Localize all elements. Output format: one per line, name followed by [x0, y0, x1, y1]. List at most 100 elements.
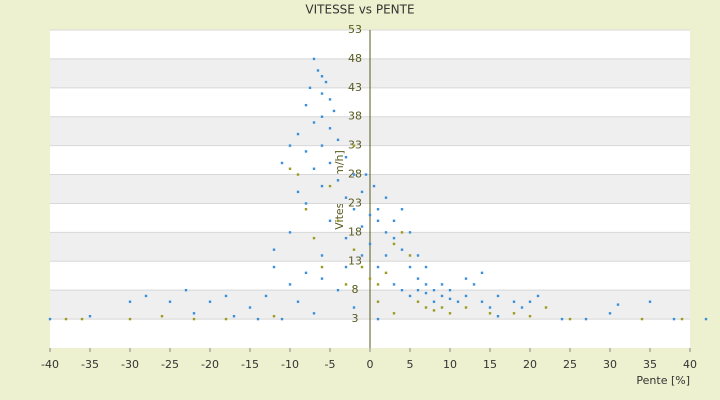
x-axis-label: Pente [%] — [636, 374, 690, 387]
point — [392, 283, 396, 286]
point — [256, 317, 260, 321]
point — [328, 98, 332, 101]
point — [308, 86, 312, 90]
point — [372, 184, 376, 188]
point — [520, 306, 524, 309]
point — [640, 317, 644, 321]
point — [312, 312, 316, 315]
point — [368, 277, 372, 280]
x-tick-label: -15 — [241, 358, 259, 371]
point — [320, 75, 324, 78]
point — [232, 315, 236, 318]
point — [316, 69, 320, 72]
point — [672, 317, 676, 321]
point — [208, 300, 212, 303]
point — [408, 294, 412, 298]
point — [304, 103, 308, 107]
point — [376, 283, 380, 286]
x-tick-label: -5 — [325, 358, 336, 371]
point — [376, 219, 380, 222]
point — [296, 132, 300, 136]
x-tick-label: 35 — [643, 358, 657, 371]
x-tick-label: 30 — [603, 358, 617, 371]
point — [352, 306, 356, 309]
point — [496, 315, 500, 318]
point — [328, 161, 332, 165]
x-tick-label: -10 — [281, 358, 299, 371]
point — [328, 219, 332, 222]
point — [160, 315, 164, 318]
point — [320, 115, 324, 118]
x-tick-label: -20 — [201, 358, 219, 371]
point — [320, 277, 324, 280]
point — [344, 156, 348, 159]
point — [296, 300, 300, 303]
x-tick-label: -25 — [161, 358, 179, 371]
y-tick-label: 3 — [352, 312, 359, 325]
x-tick-label: -35 — [81, 358, 99, 371]
point — [392, 242, 396, 246]
point — [324, 80, 328, 84]
point — [488, 306, 492, 309]
point — [424, 283, 428, 286]
point — [424, 265, 428, 269]
point — [320, 92, 324, 95]
point — [536, 294, 540, 298]
point — [648, 300, 652, 303]
point — [440, 306, 444, 309]
point — [352, 144, 356, 147]
y-tick-label: 38 — [348, 110, 362, 123]
point — [328, 127, 332, 130]
point — [64, 317, 68, 321]
point — [408, 265, 412, 269]
point — [336, 179, 340, 182]
point — [320, 144, 324, 147]
y-tick-label: 8 — [352, 283, 359, 296]
x-tick-label: 15 — [483, 358, 497, 371]
point — [344, 196, 348, 199]
point — [304, 150, 308, 153]
point — [408, 254, 412, 257]
point — [272, 265, 276, 269]
point — [368, 242, 372, 246]
point — [344, 283, 348, 286]
point — [296, 173, 300, 176]
point — [400, 248, 404, 251]
point — [584, 317, 588, 321]
point — [144, 294, 148, 298]
point — [332, 109, 336, 113]
point — [384, 271, 388, 275]
point — [288, 231, 292, 234]
point — [400, 288, 404, 292]
point — [280, 317, 284, 321]
point — [424, 306, 428, 309]
x-tick-label: 20 — [523, 358, 537, 371]
point — [448, 312, 452, 315]
point — [440, 294, 444, 298]
point — [192, 317, 196, 321]
point — [320, 254, 324, 257]
point — [392, 312, 396, 315]
point — [224, 294, 228, 298]
point — [312, 57, 316, 61]
point — [312, 236, 316, 240]
point — [312, 167, 316, 170]
point — [264, 294, 268, 298]
point — [376, 317, 380, 321]
point — [376, 300, 380, 303]
point — [392, 236, 396, 240]
point — [680, 317, 684, 321]
point — [272, 315, 276, 318]
point — [568, 317, 572, 321]
x-tick-label: 10 — [443, 358, 457, 371]
point — [376, 265, 380, 269]
point — [320, 265, 324, 269]
point — [344, 265, 348, 269]
point — [360, 254, 364, 257]
point — [224, 317, 228, 321]
point — [544, 306, 548, 309]
point — [416, 300, 420, 303]
point — [496, 294, 500, 298]
point — [88, 315, 92, 318]
